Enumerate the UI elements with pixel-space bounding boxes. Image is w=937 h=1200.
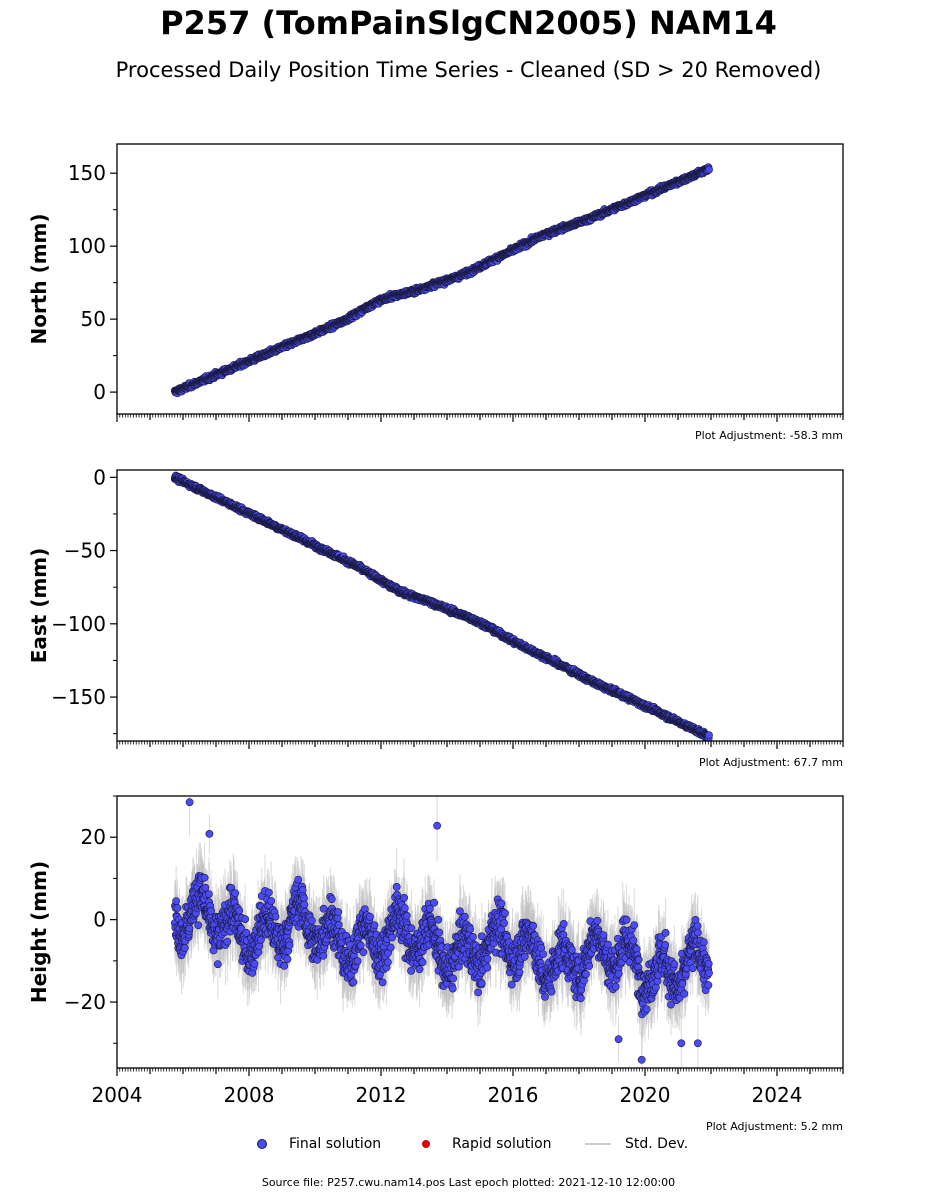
data-point [280,962,289,970]
east-final-points [170,471,713,741]
data-point [418,958,427,967]
data-point [283,955,292,963]
data-point [434,915,443,924]
data-point [392,883,401,891]
data-point [430,898,438,907]
data-point [705,731,713,739]
data-point [407,924,416,933]
data-point [435,928,444,937]
data-point [300,900,309,909]
data-point [386,943,395,952]
data-point [173,904,182,912]
data-point [264,888,273,897]
east-ytick-label: −150 [51,685,106,709]
data-point [194,921,203,930]
data-point [204,890,213,898]
chart-subtitle: Processed Daily Position Time Series - C… [115,58,822,82]
data-point [400,904,409,912]
height-final-points [170,798,713,1064]
height-data-layer [170,796,713,1068]
data-point [319,951,328,960]
data-point [285,941,294,950]
north-ytick-label: 150 [68,161,106,185]
east-ytick-label: −100 [51,612,106,636]
data-point [378,978,387,987]
data-point [255,942,264,951]
north-data-layer [170,163,713,398]
north-final-points [170,163,713,398]
data-point [294,875,303,884]
panel-north: 0 50 100 150 North (mm) Plot Adjustment: -58.… [27,143,844,442]
data-point [400,893,408,902]
data-point [359,948,368,957]
east-data-layer [170,471,713,741]
data-point [334,908,343,916]
data-point [448,984,457,993]
data-point [319,904,328,913]
data-point [307,916,316,925]
data-point [365,912,374,921]
data-point [223,937,232,946]
data-point [383,958,392,967]
data-point [353,957,362,965]
data-point [201,883,210,892]
data-point [327,895,336,904]
data-point [415,965,424,974]
data-point [349,978,358,987]
chart-title: P257 (TomPainSlgCN2005) NAM14 [160,4,777,42]
east-plot-adjustment: Plot Adjustment: 67.7 mm [699,756,843,769]
data-point [356,941,365,950]
north-ytick-label: 50 [81,307,106,331]
data-point [250,959,259,968]
data-point [407,967,415,975]
data-point [231,889,240,897]
east-axes-frame [116,469,844,742]
data-point [271,912,280,921]
data-point [370,921,379,930]
data-point [705,165,713,174]
north-plot-adjustment: Plot Adjustment: -58.3 mm [695,429,843,442]
east-ytick-label: −50 [64,539,106,563]
data-point [180,944,189,952]
north-ytick-label: 0 [93,380,106,404]
north-ylabel: North (mm) [27,213,51,344]
data-point [241,915,250,923]
north-ytick-label: 100 [68,234,106,258]
data-point [213,960,222,969]
data-point [235,906,244,915]
data-point [200,873,209,882]
data-point [267,897,276,905]
data-point [388,933,396,942]
data-point [207,906,215,915]
data-point [425,904,434,913]
data-point [172,897,180,905]
data-point [334,921,343,929]
data-point [402,911,411,920]
east-ytick-label: 0 [93,465,106,489]
east-ylabel: East (mm) [27,548,51,664]
